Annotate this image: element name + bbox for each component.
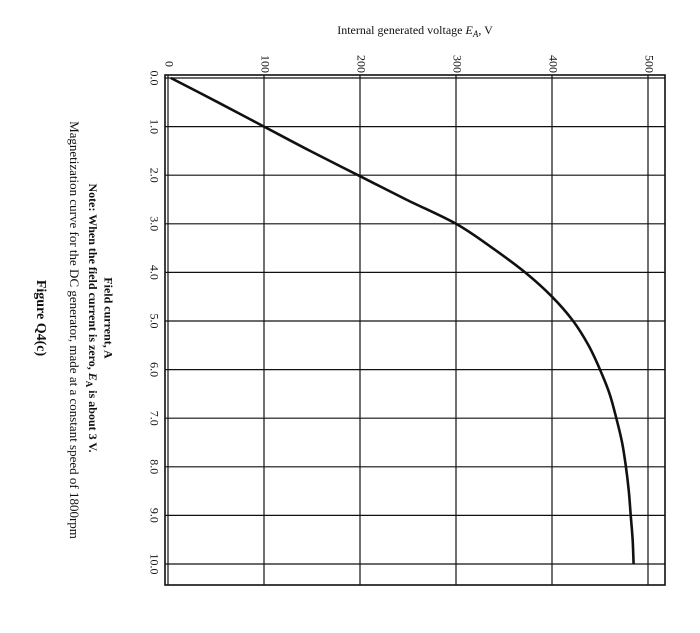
- figure-caption: Magnetization curve for the DC generator…: [67, 121, 82, 539]
- x-tick-label: 2.0: [147, 168, 161, 183]
- x-tick-label: 1.0: [147, 119, 161, 134]
- y-tick-label: 0: [162, 61, 176, 67]
- x-tick-label: 7.0: [147, 411, 161, 426]
- x-tick-label: 8.0: [147, 459, 161, 474]
- x-tick-label: 0.0: [147, 71, 161, 86]
- x-tick-label: 4.0: [147, 265, 161, 280]
- y-tick-label: 500: [642, 55, 656, 73]
- x-tick-label: 5.0: [147, 314, 161, 329]
- y-tick-labels: 0 100 200 300 400 500: [162, 55, 656, 73]
- y-axis-title: Internal generated voltage EA, V: [337, 23, 493, 39]
- chart-grid: [164, 74, 666, 586]
- x-tick-label: 6.0: [147, 362, 161, 377]
- x-tick-label: 9.0: [147, 508, 161, 523]
- y-tick-label: 300: [450, 55, 464, 73]
- x-tick-labels: 0.0 1.0 2.0 3.0 4.0 5.0 6.0 7.0 8.0 9.0 10.0: [147, 71, 161, 575]
- y-tick-label: 200: [354, 55, 368, 73]
- y-tick-label: 400: [546, 55, 560, 73]
- magnetization-curve: [170, 76, 635, 565]
- plot-frame: [164, 74, 666, 586]
- note-text: Note: When the field current is zero, EA…: [83, 183, 101, 453]
- y-tick-label: 100: [258, 55, 272, 73]
- x-tick-label: 10.0: [147, 554, 161, 575]
- x-tick-label: 3.0: [147, 216, 161, 231]
- x-axis-title: Field current, A: [101, 277, 116, 359]
- figure-label: Figure Q4(c): [33, 279, 48, 357]
